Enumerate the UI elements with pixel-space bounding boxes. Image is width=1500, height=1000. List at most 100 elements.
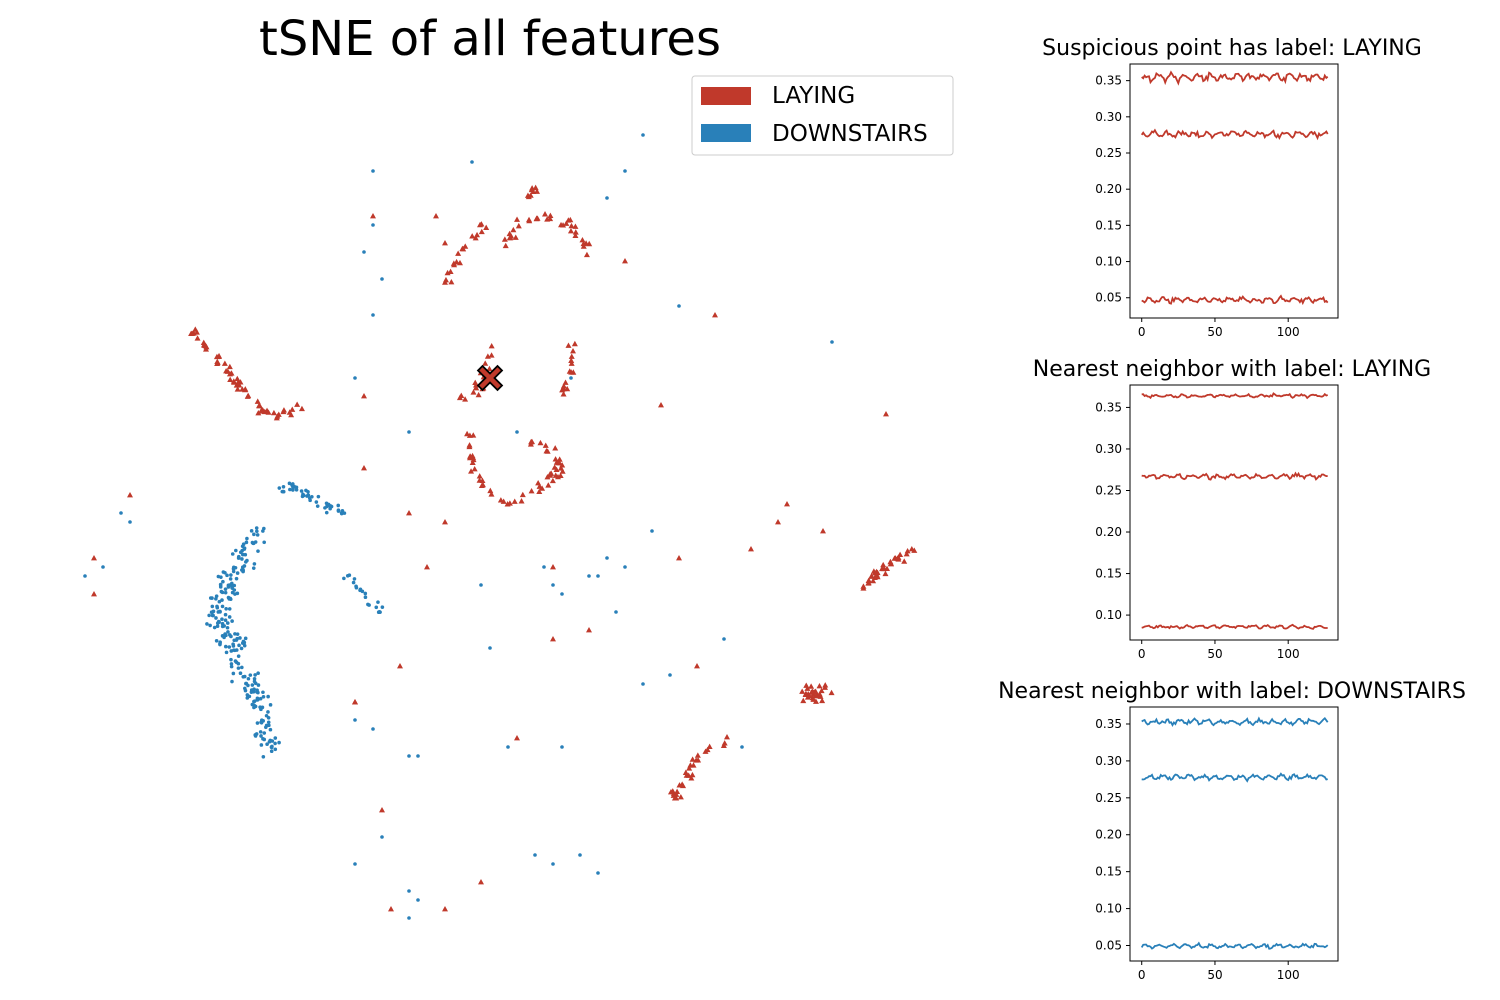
point-downstairs (227, 645, 232, 649)
point-downstairs (268, 703, 273, 707)
point-downstairs (266, 715, 271, 720)
point-downstairs (307, 496, 312, 500)
point-downstairs (240, 552, 245, 557)
point-downstairs (225, 621, 230, 625)
series-line (1141, 392, 1329, 400)
point-laying (514, 735, 520, 741)
point-laying (550, 564, 556, 570)
point-laying (723, 733, 730, 740)
point-downstairs (273, 747, 278, 752)
point-downstairs (234, 548, 238, 553)
point-downstairs (252, 699, 256, 704)
point-laying (203, 346, 210, 352)
point-downstairs (266, 710, 270, 714)
point-downstairs (342, 511, 347, 515)
point-laying (566, 368, 573, 374)
point-downstairs (223, 590, 228, 595)
point-laying (579, 236, 586, 243)
point-downstairs (259, 707, 263, 712)
point-downstairs (255, 529, 259, 534)
point-downstairs (230, 679, 234, 684)
point-laying (455, 250, 462, 256)
point-laying (526, 216, 533, 223)
point-laying (216, 352, 223, 359)
legend-label-laying: LAYING (772, 83, 855, 109)
series-line (1141, 623, 1328, 630)
point-downstairs (316, 494, 321, 499)
point-laying (361, 465, 367, 471)
point-downstairs (228, 633, 232, 637)
point-downstairs (238, 636, 242, 640)
point-laying (903, 550, 910, 557)
line-chart-title: Nearest neighbor with label: DOWNSTAIRS (998, 679, 1466, 704)
point-laying (658, 402, 664, 408)
point-laying (464, 430, 471, 437)
point-downstairs (407, 430, 411, 434)
point-laying (370, 213, 376, 219)
point-downstairs (236, 554, 241, 559)
point-laying (352, 699, 358, 705)
point-downstairs (252, 705, 256, 710)
point-downstairs (407, 889, 411, 893)
point-downstairs (641, 682, 645, 686)
point-downstairs (256, 549, 260, 553)
point-laying (256, 402, 263, 409)
point-downstairs (229, 649, 234, 653)
suspicious-point-x (476, 364, 504, 392)
point-downstairs (235, 591, 240, 596)
point-laying (227, 376, 234, 383)
point-laying (470, 432, 477, 438)
point-downstairs (533, 853, 537, 857)
point-downstairs (261, 694, 266, 699)
point-downstairs (239, 646, 244, 651)
point-laying (563, 220, 570, 226)
point-laying (515, 222, 522, 229)
point-laying (695, 757, 702, 763)
point-downstairs (377, 610, 382, 614)
point-downstairs (119, 511, 123, 515)
point-laying (547, 212, 554, 219)
point-laying (810, 696, 817, 702)
point-downstairs (242, 643, 247, 648)
point-downstairs (222, 635, 226, 640)
point-downstairs (614, 610, 618, 614)
point-laying (544, 474, 551, 480)
point-laying (689, 756, 696, 762)
point-laying (469, 233, 476, 239)
point-downstairs (253, 673, 257, 677)
point-downstairs (268, 739, 273, 743)
point-downstairs (219, 589, 224, 594)
point-laying (476, 473, 483, 479)
point-laying (468, 468, 475, 474)
point-downstairs (578, 853, 582, 857)
point-downstairs (83, 574, 87, 578)
point-downstairs (220, 617, 224, 622)
point-laying (686, 765, 693, 771)
point-laying (568, 360, 575, 366)
point-laying (539, 485, 546, 491)
point-laying (542, 211, 549, 217)
point-laying (528, 487, 535, 494)
point-laying (868, 572, 875, 579)
point-laying (880, 561, 887, 568)
point-laying (887, 560, 894, 566)
point-laying (694, 752, 701, 758)
line-chart-title: Nearest neighbor with label: LAYING (1033, 357, 1431, 382)
point-downstairs (226, 583, 231, 588)
point-laying (586, 240, 593, 247)
x-tick-label: 100 (1277, 968, 1300, 982)
point-downstairs (218, 585, 223, 589)
point-downstairs (225, 573, 229, 578)
point-laying (532, 184, 539, 191)
point-downstairs (380, 835, 384, 839)
y-tick-label: 0.25 (1095, 146, 1122, 160)
point-laying (127, 492, 133, 498)
point-downstairs (515, 430, 519, 434)
point-laying (873, 572, 880, 578)
point-laying (558, 221, 565, 228)
point-downstairs (416, 898, 420, 902)
point-laying (478, 228, 485, 235)
point-laying (570, 348, 577, 354)
point-downstairs (231, 569, 236, 574)
point-downstairs (677, 304, 681, 308)
